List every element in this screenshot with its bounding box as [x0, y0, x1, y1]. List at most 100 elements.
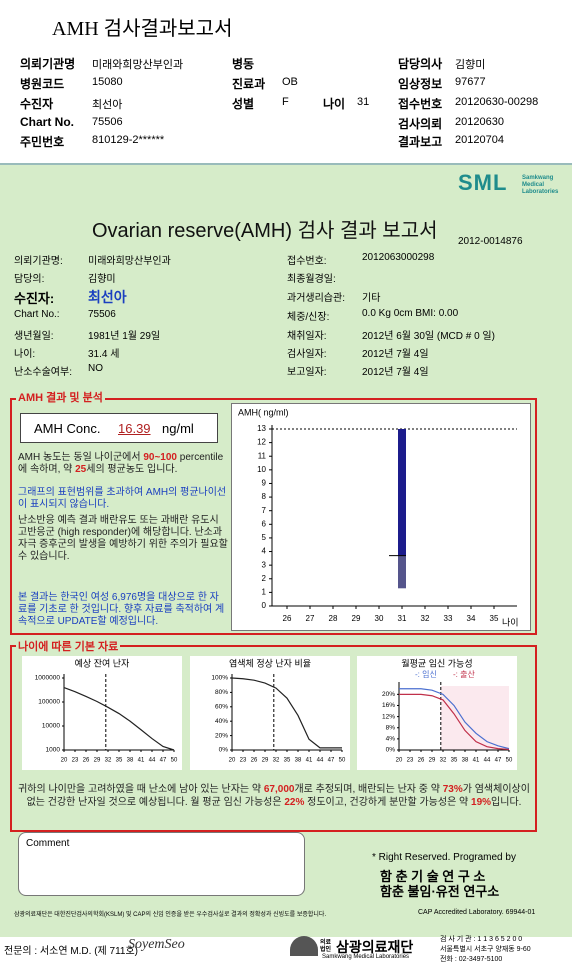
x-tick-label: 35 — [490, 614, 499, 623]
x-tick-label: 44 — [484, 758, 491, 764]
mini-chart: 월평균 임신 가능성 0% 4% 8% 12% 16% 20% 20 23 26 29 32 35 38 4… — [357, 656, 517, 770]
x-tick-label: 35 — [116, 758, 123, 764]
info-label: 난소수술여부: — [14, 367, 72, 378]
info-value: 미래와희망산부인과 — [88, 256, 171, 267]
credits: 함 춘 기 술 연 구 소 — [380, 869, 486, 884]
y-tick-label: 2 — [262, 574, 267, 583]
text-segment: 정도이고, 건강하게 분만할 가능성은 약 — [304, 797, 472, 808]
y-tick-label: 11 — [258, 451, 267, 460]
y-tick-label: 0 — [262, 601, 267, 610]
paragraph: 난소반응 예측 결과 배란유도 또는 과배란 유도시 고반응군 (high re… — [18, 515, 228, 563]
info-value: 최선아 — [88, 289, 127, 305]
y-tick-label: 4% — [386, 736, 396, 743]
x-tick-label: 38 — [462, 758, 469, 764]
info-value: 2012년 6월 30일 (MCD # 0 일) — [362, 331, 495, 342]
section-title: AMH 결과 및 분석 — [16, 389, 105, 405]
axis-title: AMH( ng/ml) — [238, 407, 289, 417]
x-tick-label: 32 — [273, 758, 280, 764]
field-label: 성별 — [232, 97, 255, 111]
x-tick-label: 35 — [451, 758, 458, 764]
conc-label: AMH Conc. — [34, 421, 101, 436]
data-line — [63, 686, 175, 751]
info-value: 기타 — [362, 293, 381, 304]
text-segment: 개로 추정되며, 배란되는 난자 중 약 — [294, 784, 443, 795]
y-tick-label: 1 — [262, 587, 267, 596]
x-tick-label: 32 — [421, 614, 430, 623]
x-tick-label: 50 — [506, 758, 513, 764]
x-tick-label: 38 — [127, 758, 134, 764]
report-title: Ovarian reserve(AMH) 검사 결과 보고서 — [92, 220, 438, 242]
range-upper — [398, 429, 406, 556]
legend-entry: -: 임신 — [415, 670, 437, 679]
x-tick-label: 35 — [284, 758, 291, 764]
conc-box — [20, 413, 218, 443]
x-tick-label: 26 — [83, 758, 90, 764]
x-tick-label: 32 — [440, 758, 447, 764]
text-segment: 가 염색체이상이 없는 건강한 난자일 것으로 예상됩니다. 월 평균 임신 가… — [26, 784, 530, 808]
credits: 함춘 불임·유전 연구소 — [380, 884, 500, 899]
y-tick-label: 1000 — [46, 747, 61, 754]
info-label: 접수번호: — [287, 256, 327, 267]
field-value: 31 — [357, 96, 370, 108]
info-label: 체중/신장: — [287, 312, 330, 323]
legend-entry: -: 출산 — [453, 669, 475, 679]
page-title: AMH 검사결과보고서 — [52, 18, 233, 40]
field-value: 810129-2****** — [92, 134, 165, 146]
field-label: Chart No. — [20, 115, 74, 129]
y-tick-label: 60% — [215, 704, 228, 711]
info-label: 채취일자: — [287, 331, 327, 342]
field-label: 나이 — [323, 97, 346, 111]
y-tick-label: 5 — [262, 533, 267, 542]
org-prefix: 의료법인 — [320, 940, 332, 953]
info-value: 2012063000298 — [362, 252, 435, 263]
field-value: 15080 — [92, 76, 123, 88]
x-tick-label: 20 — [396, 758, 403, 764]
comment-label: Comment — [26, 838, 70, 849]
paragraph: 본 결과는 한국인 여성 6,976명을 대상으로 한 자료를 기초로 한 것입… — [18, 592, 228, 628]
text-segment: 67,000 — [263, 784, 295, 795]
y-tick-label: 0% — [386, 747, 396, 754]
signature: SoyemSeo — [128, 937, 185, 952]
info-label: 수진자: — [14, 291, 55, 306]
org-info: 검 사 기 관 : 1 1 3 6 5 2 0 0 — [440, 936, 523, 943]
org-info: 서울특별시 서초구 양재동 9-60 — [440, 946, 531, 953]
report-number: 2012-0014876 — [458, 236, 523, 247]
field-value: 97677 — [455, 76, 486, 88]
x-tick-label: 44 — [149, 758, 156, 764]
age-frame — [10, 645, 537, 832]
x-tick-label: 50 — [339, 758, 346, 764]
x-tick-label: 23 — [72, 758, 79, 764]
info-label: 최종월경일: — [287, 274, 336, 285]
x-tick-label: 26 — [418, 758, 425, 764]
x-tick-label: 31 — [398, 614, 407, 623]
logo-sub: Samkwang Medical Laboratories — [522, 175, 559, 195]
x-tick-label: 30 — [375, 614, 384, 623]
x-tick-label: 47 — [328, 758, 335, 764]
x-tick-label: 26 — [251, 758, 258, 764]
x-tick-label: 41 — [473, 758, 480, 764]
x-tick-label: 23 — [407, 758, 414, 764]
y-tick-label: 13 — [257, 424, 266, 433]
logo: SML — [458, 170, 508, 195]
info-label: 생년월일: — [14, 331, 54, 342]
y-tick-label: 3 — [262, 560, 267, 569]
info-label: 나이: — [14, 349, 36, 360]
org-en: Samkwang Medical Laboratories — [322, 954, 410, 960]
chart-title: 예상 잔여 난자 — [75, 657, 130, 668]
text-segment: 19% — [471, 797, 492, 808]
field-value: 최선아 — [92, 99, 123, 111]
text-segment: 73% — [442, 784, 463, 795]
y-tick-label: 1000000 — [35, 675, 61, 682]
y-tick-label: 100000 — [38, 699, 60, 706]
text-segment: 입니다. — [491, 797, 522, 808]
x-tick-label: 44 — [317, 758, 324, 764]
field-label: 진료과 — [232, 77, 266, 91]
text-segment: AMH 농도는 동일 나이군에서 — [18, 452, 144, 463]
field-value: 미래와희망산부인과 — [92, 59, 184, 71]
conc-value: 16.39 — [118, 421, 151, 436]
y-tick-label: 80% — [215, 689, 228, 696]
x-tick-label: 29 — [94, 758, 101, 764]
doctor: 전문의 : 서소연 M.D. (제 711호) — [4, 946, 138, 957]
